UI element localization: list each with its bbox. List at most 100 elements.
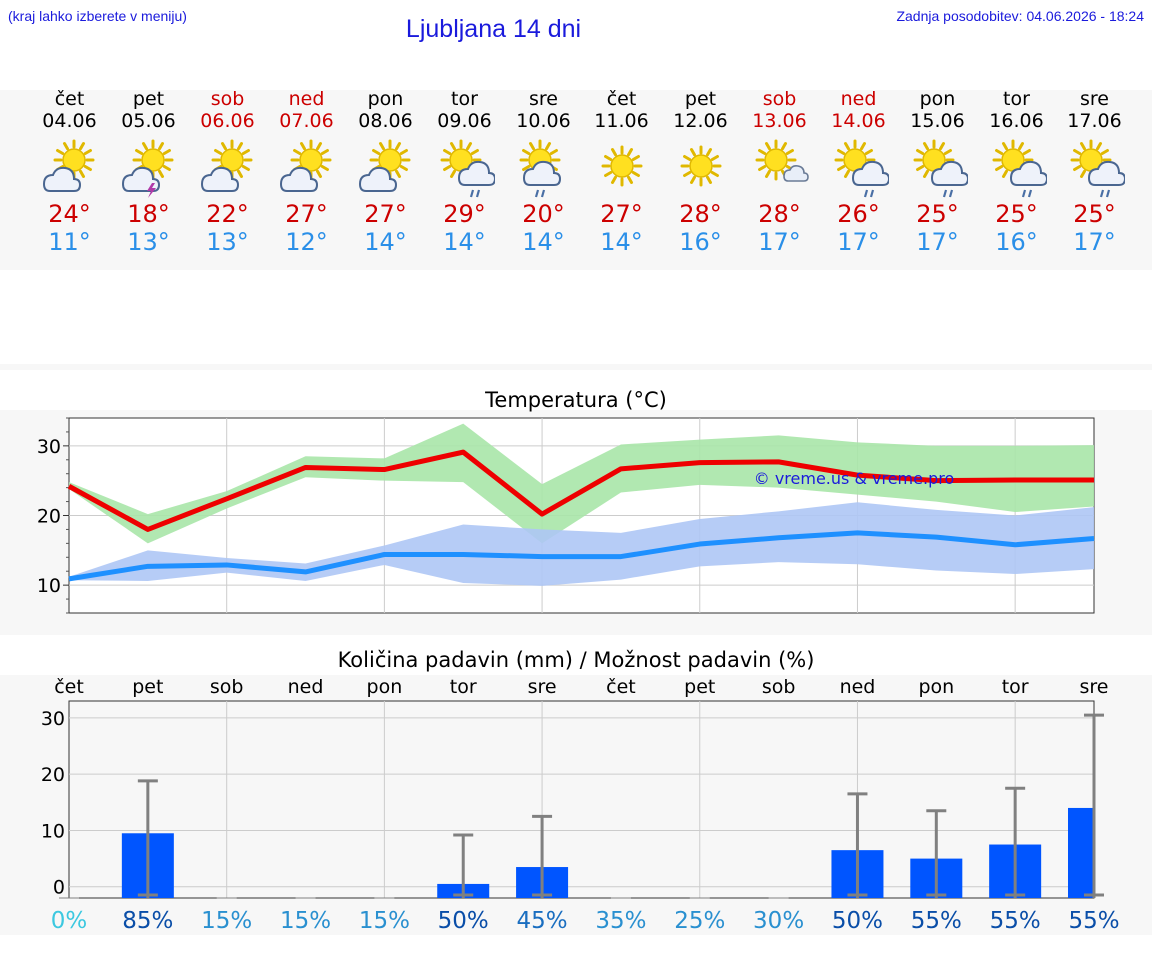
- sun-ray: [320, 149, 329, 155]
- max-temp-range: [69, 423, 1094, 544]
- day-date: 11.06: [594, 110, 649, 132]
- cloud-shape: [121, 166, 160, 192]
- sun-disc: [688, 154, 713, 178]
- max-temperature: 25°: [1073, 200, 1116, 228]
- sun-ray: [710, 171, 719, 177]
- sun-ray: [371, 149, 380, 155]
- x-tick-label: sre: [528, 676, 557, 698]
- sun-ray: [1017, 142, 1024, 151]
- last-updated: Zadnja posodobitev: 04.06.2026 - 18:24: [896, 8, 1144, 24]
- sun-rain-icon: [913, 139, 969, 198]
- precipitation-probability: 0%: [51, 908, 88, 934]
- sun-ray: [378, 142, 385, 151]
- y-tick-label: 30: [37, 436, 61, 458]
- y-tick-label: 20: [37, 506, 61, 528]
- sun-disc: [298, 148, 323, 172]
- sun-ray: [55, 149, 64, 155]
- sun-disc: [763, 148, 788, 172]
- sun-ray: [394, 169, 401, 178]
- day-column: tor 16.06 25° 16°: [977, 88, 1056, 256]
- x-tick-label: pet: [132, 676, 163, 698]
- min-temperature: 14°: [443, 228, 486, 256]
- sun-ray: [241, 165, 250, 171]
- sun-disc: [377, 148, 402, 172]
- sun-ray: [836, 165, 845, 171]
- sun-ray: [134, 149, 143, 155]
- sun-ray: [470, 149, 479, 155]
- day-name: pon: [367, 88, 404, 110]
- min-temperature: 14°: [522, 228, 565, 256]
- day-name: sre: [1080, 88, 1109, 110]
- watermark: © vreme.us & vreme.pro: [754, 469, 955, 488]
- sun-ray: [1001, 169, 1008, 178]
- cloud-shape: [522, 160, 561, 186]
- sun-ray: [843, 169, 850, 178]
- sun-ray: [994, 149, 1003, 155]
- sun-shape: [601, 145, 642, 187]
- max-temperature: 25°: [916, 200, 959, 228]
- x-tick-label: pet: [684, 676, 715, 698]
- sun-ray: [682, 155, 691, 161]
- sun-ray: [62, 142, 69, 151]
- sun-disc: [609, 154, 634, 178]
- rain-drop: [1099, 189, 1104, 198]
- sun-ray: [544, 142, 551, 151]
- sun-ray: [157, 142, 164, 151]
- sun-ray: [943, 149, 952, 155]
- day-column: sob 06.06 22° 13°: [188, 88, 267, 256]
- rain-drop: [534, 189, 539, 198]
- min-temp-range: [69, 502, 1094, 586]
- sun-shape: [369, 139, 410, 181]
- cloud-shape: [457, 160, 496, 186]
- y-tick-label: 0: [53, 877, 65, 899]
- max-temperature: 26°: [837, 200, 880, 228]
- cloud-shape: [42, 166, 81, 192]
- day-name: pon: [919, 88, 956, 110]
- sun-ray: [836, 149, 845, 155]
- day-name: tor: [451, 88, 478, 110]
- sun-ray: [843, 142, 850, 151]
- sun-cloud-icon: [42, 139, 94, 192]
- sun-rain-icon: [834, 139, 890, 198]
- day-column: pon 08.06 27° 14°: [346, 88, 425, 256]
- day-name: čet: [54, 88, 85, 110]
- sun-ray: [626, 175, 633, 184]
- sun-ray: [162, 149, 171, 155]
- sun-ray: [780, 142, 787, 151]
- sun-ray: [626, 148, 633, 157]
- weather-icon: [661, 138, 740, 198]
- precipitation-probability: 55%: [911, 908, 962, 934]
- day-column: pon 15.06 25° 17°: [898, 88, 977, 256]
- min-temperature: 11°: [48, 228, 91, 256]
- day-date: 14.06: [831, 110, 886, 132]
- sun-ray: [241, 149, 250, 155]
- sun-disc: [219, 148, 244, 172]
- cloud-shape: [851, 160, 890, 186]
- cloud-shape: [200, 166, 239, 192]
- day-name: sob: [762, 88, 797, 110]
- sun-small-cloud-icon: [755, 139, 809, 182]
- location-hint: (kraj lahko izberete v meniju): [8, 8, 187, 24]
- x-tick-label: tor: [450, 676, 477, 698]
- cloud-shape: [782, 165, 809, 182]
- sun-ray: [705, 148, 712, 157]
- x-tick-label: sob: [210, 676, 244, 698]
- day-date: 12.06: [673, 110, 728, 132]
- day-name: pet: [132, 88, 165, 110]
- sun-ray: [922, 169, 929, 178]
- sun-shape: [834, 139, 875, 181]
- sun-cloud-icon: [200, 139, 252, 192]
- day-name: čet: [606, 88, 637, 110]
- precipitation-probability: 50%: [832, 908, 883, 934]
- max-temperature: 27°: [285, 200, 328, 228]
- min-temperature: 17°: [916, 228, 959, 256]
- y-tick-label: 10: [37, 575, 61, 597]
- precipitation-bar: [1068, 807, 1094, 898]
- min-temperature: 13°: [127, 228, 170, 256]
- sun-ray: [915, 165, 924, 171]
- day-name: ned: [840, 88, 877, 110]
- cloud-shape: [930, 160, 969, 186]
- rain-drop: [1021, 189, 1026, 198]
- sun-ray: [603, 171, 612, 177]
- x-tick-label: ned: [840, 676, 876, 698]
